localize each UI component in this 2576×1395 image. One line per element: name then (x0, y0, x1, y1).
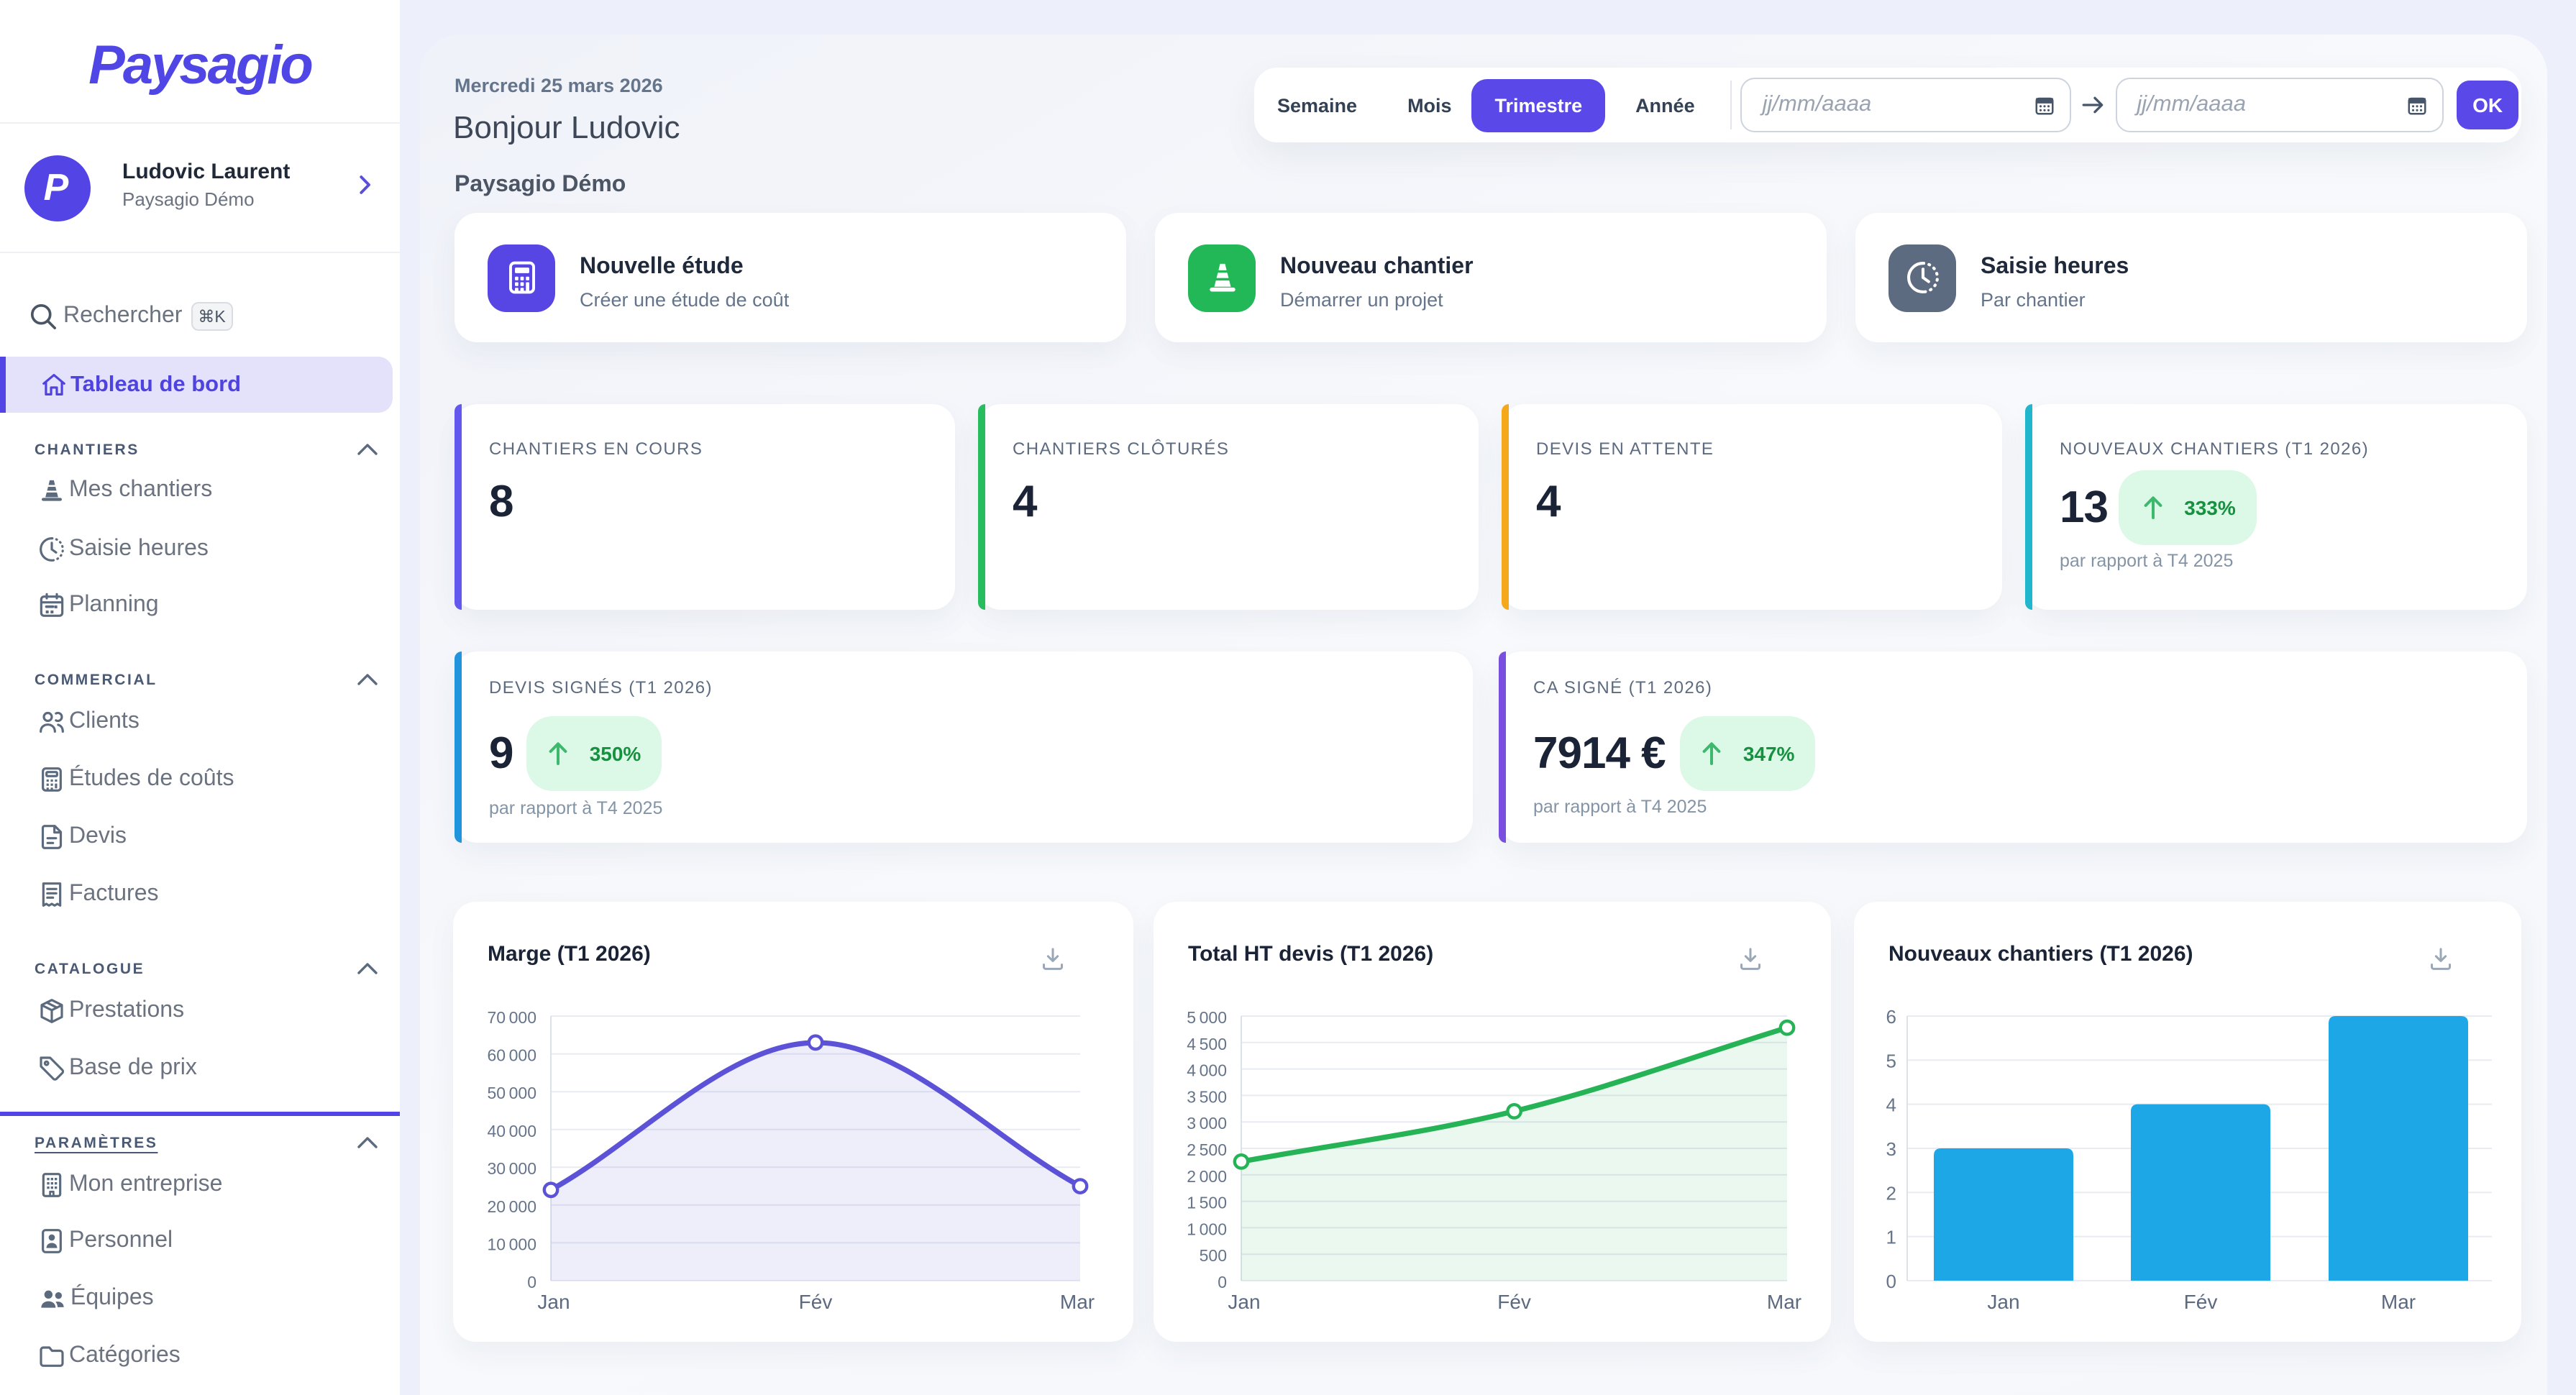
svg-text:30 000: 30 000 (487, 1159, 536, 1178)
svg-text:0: 0 (1886, 1271, 1896, 1292)
svg-text:70 000: 70 000 (487, 1008, 536, 1027)
svg-text:5: 5 (1886, 1050, 1896, 1071)
svg-text:Mar: Mar (1060, 1291, 1095, 1313)
svg-text:Mar: Mar (1767, 1291, 1801, 1313)
svg-text:4: 4 (1886, 1094, 1896, 1116)
svg-text:Fév: Fév (2184, 1291, 2218, 1313)
svg-text:Jan: Jan (537, 1291, 570, 1313)
svg-text:0: 0 (527, 1273, 536, 1291)
svg-text:1 500: 1 500 (1187, 1194, 1227, 1212)
svg-text:50 000: 50 000 (487, 1084, 536, 1102)
svg-text:2: 2 (1886, 1182, 1896, 1204)
svg-text:10 000: 10 000 (487, 1235, 536, 1253)
svg-text:Mar: Mar (2381, 1291, 2416, 1313)
svg-text:60 000: 60 000 (487, 1046, 536, 1065)
svg-text:0: 0 (1218, 1273, 1227, 1291)
svg-text:3 500: 3 500 (1187, 1087, 1227, 1106)
svg-text:500: 500 (1200, 1246, 1227, 1265)
svg-text:4 000: 4 000 (1187, 1061, 1227, 1080)
svg-text:Fév: Fév (799, 1291, 833, 1313)
svg-text:3: 3 (1886, 1138, 1896, 1160)
svg-text:4 500: 4 500 (1187, 1035, 1227, 1053)
svg-text:3 000: 3 000 (1187, 1114, 1227, 1133)
svg-text:20 000: 20 000 (487, 1197, 536, 1216)
svg-text:5 000: 5 000 (1187, 1008, 1227, 1027)
svg-text:Jan: Jan (1987, 1291, 2019, 1313)
svg-text:2 500: 2 500 (1187, 1140, 1227, 1159)
svg-text:6: 6 (1886, 1006, 1896, 1028)
svg-text:1: 1 (1886, 1227, 1896, 1248)
svg-text:Fév: Fév (1497, 1291, 1531, 1313)
svg-text:1 000: 1 000 (1187, 1220, 1227, 1238)
svg-text:2 000: 2 000 (1187, 1167, 1227, 1186)
svg-text:Jan: Jan (1228, 1291, 1260, 1313)
svg-text:40 000: 40 000 (487, 1122, 536, 1140)
